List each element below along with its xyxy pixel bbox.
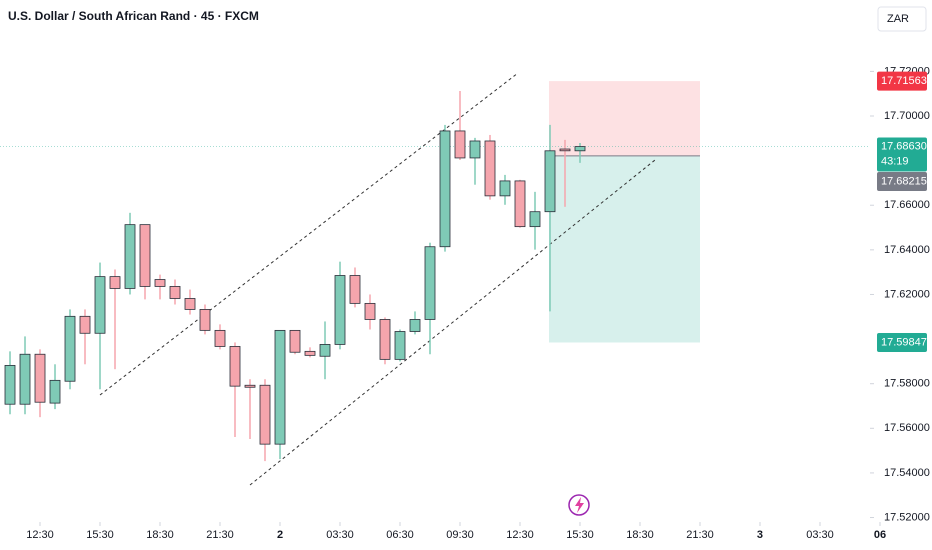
candle-body [184,298,196,310]
candle-body [394,331,406,360]
candle-body [244,384,256,388]
x-tick-label: 12:30 [506,529,534,541]
candle-body [64,315,76,382]
candle-body [559,148,571,152]
candle-body [409,319,421,332]
x-tick-label: 06:30 [386,529,414,541]
y-tick-label: 17.70000 [884,110,930,122]
currency-box[interactable] [877,6,927,32]
candle-body [529,211,541,228]
candle-body [379,319,391,360]
price-label: 17.68215 [881,175,927,187]
candle-body [514,180,526,228]
candle-body [169,286,181,299]
candle-body [214,329,226,347]
y-tick-label: 17.52000 [884,511,930,523]
candles [4,91,586,462]
x-tick-label: 18:30 [626,529,654,541]
x-tick-label: 12:30 [26,529,54,541]
candle-body [304,350,316,356]
candle-body [544,150,556,213]
y-tick-label: 17.54000 [884,467,930,479]
y-tick-label: 17.66000 [884,199,930,211]
x-tick-label: 21:30 [206,529,234,541]
candle-body [109,276,121,289]
countdown: 43:19 [881,155,909,167]
y-tick-label: 17.64000 [884,244,930,256]
candle-body [154,279,166,287]
price-label: 17.68630 [881,140,927,152]
candle-body [424,246,436,320]
candle-body [334,275,346,345]
x-tick-label: 03:30 [806,529,834,541]
x-tick-label: 3 [757,529,763,541]
x-tick-label: 21:30 [686,529,714,541]
x-tick-label: 09:30 [446,529,474,541]
price-label: 17.71563 [881,75,927,87]
candle-body [199,309,211,331]
candle-body [484,140,496,197]
candle-body [49,379,61,404]
x-tick-label: 18:30 [146,529,174,541]
candle-body [139,224,151,287]
price-label-bg [877,332,927,352]
candle-body [439,130,451,248]
candle-body [469,140,481,159]
price-label-bg [877,172,927,192]
y-tick-label: 17.56000 [884,422,930,434]
candle-body [79,315,91,334]
lightning-icon[interactable] [568,494,590,516]
candle-body [34,353,46,403]
candle-body [19,353,31,405]
y-tick-label: 17.58000 [884,378,930,390]
candle-body [499,180,511,197]
axes: 17.7200017.7000017.6600017.6400017.62000… [26,65,930,541]
candle-body [319,344,331,357]
x-tick-label: 15:30 [86,529,114,541]
candle-body [124,224,136,289]
position-zones [0,81,870,343]
price-label-bg [877,137,927,172]
x-tick-label: 03:30 [326,529,354,541]
currency[interactable]: ZAR [887,13,909,25]
candle-body [94,276,106,334]
candle-body [454,130,466,159]
price-label-bg [877,71,927,91]
target-zone [549,155,700,343]
candle-body [364,302,376,320]
candle-body [259,384,271,445]
candle-body [349,275,361,304]
candle-body [229,346,241,387]
y-tick-label: 17.62000 [884,288,930,300]
candle-body [289,329,301,353]
price-label: 17.59847 [881,336,927,348]
x-tick-label: 15:30 [566,529,594,541]
chart-title: U.S. Dollar / South African Rand · 45 · … [8,9,259,23]
candle-body [4,364,16,405]
channel-line [249,159,656,486]
stop-zone [549,81,700,156]
candle-body [574,146,586,152]
x-tick-label: 2 [277,529,283,541]
x-tick-label: 06 [874,529,886,541]
channel-line [99,72,519,396]
candle-body [274,329,286,445]
